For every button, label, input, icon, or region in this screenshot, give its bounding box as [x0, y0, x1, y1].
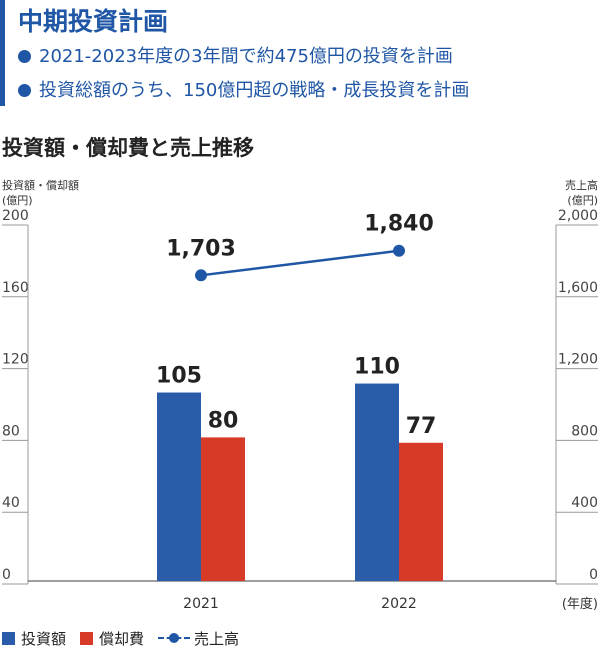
left-tick-label: 200: [2, 208, 29, 224]
sales-point-label: 1,840: [364, 212, 434, 237]
left-tick-label: 120: [2, 352, 29, 368]
legend-swatch-investment: [2, 631, 15, 645]
bar-investment: [355, 383, 399, 581]
right-axis-unit: (億円): [567, 194, 598, 207]
right-tick-label: 800: [571, 423, 598, 439]
page-title: 中期投資計画: [18, 7, 169, 36]
bullet-dot-icon: [18, 84, 31, 97]
header-bullet-text: 投資総額のうち、150億円超の戦略・成長投資を計画: [39, 80, 470, 101]
header-bullet-list: 2021-2023年度の3年間で約475億円の投資を計画 投資総額のうち、150…: [18, 42, 469, 110]
legend-swatch-depreciation: [80, 631, 94, 645]
bar-depreciation: [399, 442, 443, 581]
sales-point: [393, 244, 405, 257]
header-bullet: 投資総額のうち、150億円超の戦略・成長投資を計画: [18, 76, 469, 110]
bullet-dot-icon: [18, 50, 31, 63]
x-axis-unit: (年度): [562, 596, 598, 612]
legend-item-investment: 投資額: [2, 628, 66, 649]
bar-investment: [157, 392, 201, 581]
bar-depreciation: [201, 437, 245, 581]
sales-point: [195, 269, 207, 282]
bar-label-depreciation: 80: [208, 408, 239, 433]
sales-point-label: 1,703: [166, 236, 236, 261]
right-tick-label: 2,000: [558, 208, 598, 224]
bar-label-depreciation: 77: [406, 414, 437, 439]
header-bullet: 2021-2023年度の3年間で約475億円の投資を計画: [18, 42, 469, 76]
left-axis-unit: (億円): [2, 194, 33, 207]
sales-line: [200, 249, 400, 277]
legend-item-sales: 売上高: [158, 628, 239, 649]
x-tick-label: 2022: [381, 596, 417, 612]
right-tick-label: 0: [589, 567, 598, 583]
legend-label-investment: 投資額: [21, 629, 67, 648]
left-axis-title: 投資額・償却額: [2, 178, 79, 192]
legend-item-depreciation: 償却費: [80, 628, 144, 649]
left-tick-label: 40: [2, 495, 20, 511]
legend-line-marker-icon: [158, 631, 191, 645]
chart-title: 投資額・償却費と売上推移: [2, 136, 254, 160]
chart-legend: 投資額 償却費 売上高: [2, 628, 253, 648]
left-tick-label: 160: [2, 280, 29, 296]
bar-label-investment: 105: [156, 364, 202, 389]
right-tick-label: 1,600: [558, 280, 598, 296]
left-tick-label: 0: [2, 567, 11, 583]
bar-label-investment: 110: [354, 355, 400, 380]
legend-label-sales: 売上高: [194, 629, 240, 648]
right-axis-title: 売上高: [565, 178, 598, 192]
legend-label-depreciation: 償却費: [99, 629, 145, 648]
header-accent-bar: [0, 0, 5, 106]
x-tick-label: 2021: [183, 596, 219, 612]
left-tick-label: 80: [2, 423, 20, 439]
header-bullet-text: 2021-2023年度の3年間で約475億円の投資を計画: [39, 46, 453, 67]
right-tick-label: 400: [571, 495, 598, 511]
right-tick-label: 1,200: [558, 352, 598, 368]
